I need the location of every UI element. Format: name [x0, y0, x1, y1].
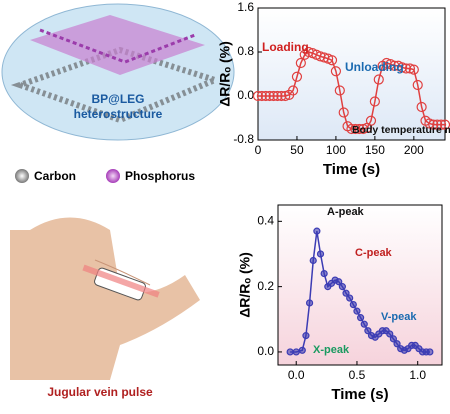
y-tick-label: -0.8	[233, 132, 254, 146]
annotation: A-peak	[327, 206, 365, 218]
caption: Jugular vein pulse	[47, 385, 153, 399]
legend-label: Carbon	[34, 169, 76, 183]
data-point	[292, 348, 300, 356]
annotation: Body temperature measurement	[352, 124, 450, 136]
annotation: V-peak	[381, 311, 417, 323]
x-axis-title: Time (s)	[331, 386, 388, 403]
annotation: Loading	[262, 40, 309, 54]
x-tick-label: 100	[326, 143, 346, 157]
x-tick-label: 0.0	[288, 368, 305, 382]
data-point	[272, 90, 283, 102]
data-point	[346, 294, 354, 302]
data-point	[358, 123, 369, 135]
structure-label: BP@LEG	[91, 92, 144, 106]
data-point	[436, 119, 447, 130]
y-tick-label: 0.2	[257, 279, 274, 293]
data-point	[360, 320, 368, 328]
data-point	[313, 227, 321, 235]
x-tick-label: 0.5	[349, 368, 366, 382]
data-point	[320, 269, 328, 278]
data-point	[334, 85, 345, 96]
x-tick-label: 150	[365, 143, 385, 157]
data-point	[252, 90, 264, 102]
y-axis-title: ΔR/Rₒ (%)	[237, 252, 253, 318]
data-point	[291, 71, 303, 82]
data-point	[295, 57, 306, 69]
data-point	[389, 335, 398, 343]
data-point	[276, 90, 287, 102]
data-point	[338, 283, 346, 291]
data-point	[326, 55, 338, 66]
x-tick-label: 0	[255, 143, 262, 157]
data-point	[426, 348, 434, 356]
plot-area	[277, 204, 443, 366]
data-point	[416, 101, 427, 113]
data-point	[424, 118, 435, 129]
x-tick-label: 200	[404, 143, 424, 157]
data-point	[412, 79, 423, 91]
data-point	[330, 66, 342, 77]
data-point	[315, 51, 326, 62]
data-point	[309, 256, 317, 265]
data-point	[397, 62, 408, 73]
data-point	[268, 90, 279, 102]
data-point	[335, 278, 343, 286]
y-tick-label: 0.0	[257, 344, 274, 358]
data-point	[357, 314, 365, 322]
data-point	[287, 85, 299, 96]
data-point	[408, 64, 419, 75]
data-point	[369, 96, 380, 107]
data-point	[305, 299, 314, 307]
y-tick-label: 0.0	[237, 88, 254, 102]
data-point	[260, 90, 271, 102]
data-point	[338, 107, 349, 118]
annotation: X-peak	[313, 344, 350, 356]
data-point	[349, 300, 357, 309]
structure-label: heterostructure	[74, 107, 163, 121]
data-point	[354, 123, 365, 135]
annotation: C-peak	[355, 247, 393, 259]
data-point	[298, 346, 306, 354]
y-axis-title: ΔR/Rₒ (%)	[217, 41, 233, 107]
data-point	[393, 340, 401, 348]
data-point	[400, 63, 412, 74]
data-point	[346, 123, 357, 135]
data-point	[389, 60, 400, 71]
data-point	[432, 119, 443, 130]
data-point	[350, 123, 361, 135]
data-point	[264, 90, 275, 102]
data-point	[404, 63, 416, 74]
data-point	[256, 90, 267, 102]
data-point	[302, 332, 310, 340]
y-tick-label: 0.4	[257, 213, 274, 227]
x-axis-title: Time (s)	[323, 161, 380, 178]
data-point	[342, 289, 350, 297]
x-tick-label: 1.0	[409, 368, 426, 382]
legend-label: Phosphorus	[125, 169, 195, 183]
data-point	[428, 119, 439, 130]
data-point	[373, 74, 384, 85]
data-point	[365, 115, 377, 126]
y-tick-label: 1.6	[237, 0, 254, 14]
data-point	[280, 90, 291, 102]
data-point	[316, 250, 325, 258]
y-tick-label: 0.8	[237, 44, 254, 58]
x-tick-label: 50	[290, 143, 304, 157]
annotation: Unloading	[345, 60, 404, 74]
data-point	[286, 348, 294, 356]
data-point	[364, 327, 372, 335]
data-point	[386, 330, 394, 338]
data-point	[353, 307, 361, 315]
